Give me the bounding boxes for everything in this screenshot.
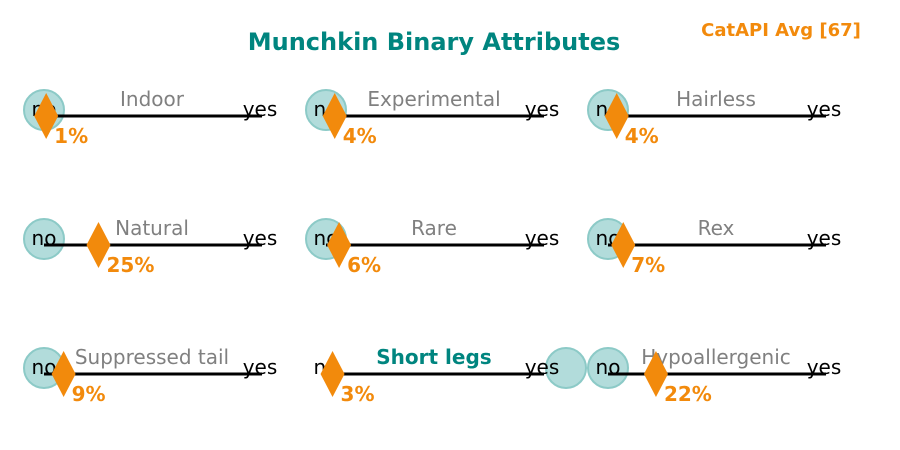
attribute-panel-hypoallergenic: no yes Hypoallergenic 22%: [587, 345, 842, 406]
attribute-label: Natural: [115, 216, 189, 240]
value-marker: [86, 222, 111, 268]
attribute-label: Experimental: [367, 87, 500, 111]
value-label: 1%: [54, 124, 88, 148]
end-label-yes: yes: [525, 355, 560, 379]
value-label: 4%: [625, 124, 659, 148]
chart-title: Munchkin Binary Attributes: [248, 28, 621, 56]
end-label-yes: yes: [807, 355, 842, 379]
attribute-label: Suppressed tail: [75, 345, 229, 369]
attribute-label: Hypoallergenic: [641, 345, 791, 369]
end-label-yes: yes: [243, 226, 278, 250]
end-label-yes: yes: [807, 226, 842, 250]
value-label: 7%: [631, 253, 665, 277]
answer-circle: [23, 218, 65, 260]
attribute-label: Hairless: [676, 87, 756, 111]
answer-circle: [587, 347, 629, 389]
value-label: 4%: [343, 124, 377, 148]
value-marker: [322, 93, 347, 139]
value-marker: [51, 351, 76, 397]
attribute-label: Rex: [698, 216, 735, 240]
value-marker: [643, 351, 668, 397]
value-marker: [34, 93, 59, 139]
attribute-panel-natural: no yes Natural 25%: [23, 216, 278, 277]
attribute-label: Indoor: [120, 87, 185, 111]
attribute-label: Rare: [411, 216, 457, 240]
end-label-yes: yes: [525, 226, 560, 250]
value-label: 9%: [72, 382, 106, 406]
end-label-yes: yes: [807, 97, 842, 121]
end-label-no: no: [596, 355, 621, 379]
value-marker: [611, 222, 636, 268]
value-marker: [604, 93, 629, 139]
attribute-panel-indoor: noyesIndoor1%: [23, 87, 278, 148]
end-label-yes: yes: [243, 355, 278, 379]
end-label-no: no: [32, 226, 57, 250]
value-marker: [320, 351, 345, 397]
value-label: 22%: [664, 382, 712, 406]
value-label: 25%: [107, 253, 155, 277]
value-label: 6%: [347, 253, 381, 277]
end-label-yes: yes: [243, 97, 278, 121]
attribute-label: Short legs: [376, 345, 491, 369]
end-label-yes: yes: [525, 97, 560, 121]
attribute-panels: noyesIndoor1%noyesExperimental4%noyesHai…: [23, 87, 842, 406]
catapi-average-badge: CatAPI Avg [67]: [701, 20, 861, 41]
value-label: 3%: [341, 382, 375, 406]
answer-circle: [545, 347, 587, 389]
value-marker: [327, 222, 352, 268]
